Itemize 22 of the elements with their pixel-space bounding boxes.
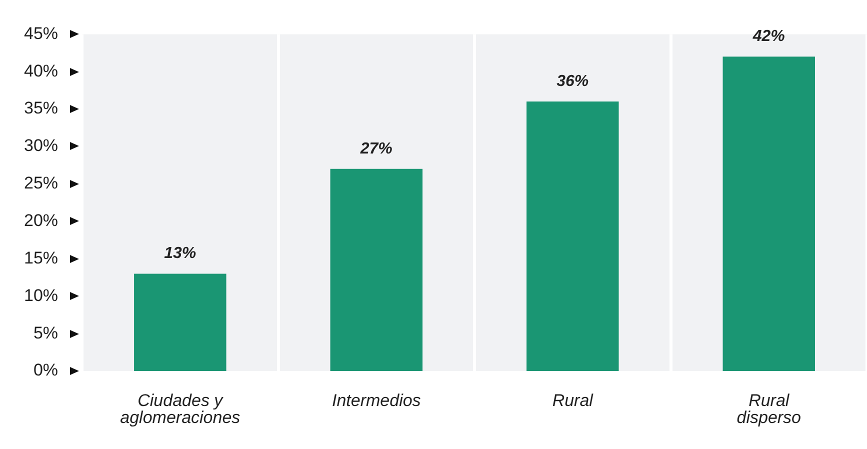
y-tick-label: 15% xyxy=(24,248,58,268)
x-tick-label: Ciudades y aglomeraciones xyxy=(120,391,241,428)
x-tick-label: Rural disperso xyxy=(736,391,802,428)
bar xyxy=(722,56,815,371)
y-tick-label: 35% xyxy=(24,98,58,118)
y-tick-label: 40% xyxy=(24,61,58,80)
y-tick-label: 0% xyxy=(33,360,58,380)
y-tick-label: 30% xyxy=(24,136,58,156)
bar xyxy=(330,168,423,371)
data-label: 13% xyxy=(164,245,196,262)
x-tick-label: Intermedios xyxy=(332,391,422,410)
data-label: 27% xyxy=(359,140,392,158)
y-tick-label: 10% xyxy=(24,286,58,305)
y-tick-label: 20% xyxy=(24,211,58,230)
data-label: 36% xyxy=(556,72,589,90)
x-tick-label: Rural xyxy=(552,391,594,410)
bar xyxy=(134,274,226,371)
data-label: 42% xyxy=(752,28,785,46)
y-tick-label: 25% xyxy=(24,174,58,193)
bar xyxy=(526,102,619,371)
y-tick-label: 5% xyxy=(33,323,58,342)
y-tick-label: 45% xyxy=(24,24,58,43)
